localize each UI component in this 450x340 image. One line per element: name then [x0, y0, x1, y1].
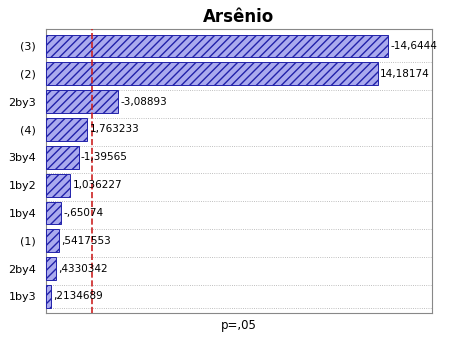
Text: ,4330342: ,4330342 [58, 264, 108, 274]
Bar [46, 174, 70, 197]
Text: 1,036227: 1,036227 [72, 180, 122, 190]
Text: 1,763233: 1,763233 [90, 124, 139, 134]
Bar [46, 90, 118, 113]
Bar [46, 257, 56, 280]
X-axis label: p=,05: p=,05 [221, 319, 257, 332]
Bar [46, 118, 87, 141]
Bar [46, 230, 58, 252]
Text: -14,6444: -14,6444 [391, 41, 438, 51]
Text: ,5417553: ,5417553 [61, 236, 111, 246]
Text: -,65074: -,65074 [63, 208, 104, 218]
Text: -1,39565: -1,39565 [81, 152, 128, 162]
Bar [46, 202, 61, 224]
Bar [46, 63, 378, 85]
Text: ,2134689: ,2134689 [53, 291, 103, 302]
Bar [46, 35, 388, 57]
Title: Arsênio: Arsênio [203, 8, 274, 26]
Text: 14,18174: 14,18174 [380, 69, 430, 79]
Bar [46, 285, 51, 308]
Bar [46, 146, 79, 169]
Text: -3,08893: -3,08893 [121, 97, 167, 107]
